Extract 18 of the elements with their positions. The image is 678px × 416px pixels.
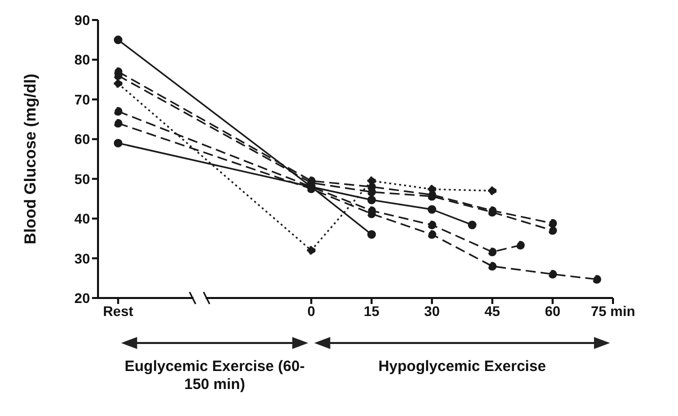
y-tick-label: 30 [74, 250, 90, 266]
x-tick-label: 30 [424, 302, 440, 319]
x-tick-label: 45 [484, 302, 500, 319]
x-tick-label: 75 min [590, 302, 636, 319]
y-axis-title: Blood Glucose (mg/dl) [22, 74, 40, 244]
y-tick-label: 40 [74, 210, 90, 227]
x-tick-label: 60 [544, 302, 561, 319]
y-tick-label: 90 [74, 12, 90, 28]
y-tick-label: 20 [74, 290, 90, 306]
y-tick-label: 80 [74, 52, 90, 68]
y-tick-label: 70 [74, 91, 90, 108]
x-tick-label: 0 [307, 302, 316, 319]
text: Euglycemic Exercise (60-150 min) [124, 358, 306, 394]
y-tick-label: 50 [74, 170, 90, 187]
x-tick-label: 15 [364, 302, 380, 319]
y-tick-label: 60 [74, 131, 90, 148]
text: Hypoglycemic Exercise [377, 358, 547, 376]
x-tick-label: Rest [102, 302, 134, 319]
